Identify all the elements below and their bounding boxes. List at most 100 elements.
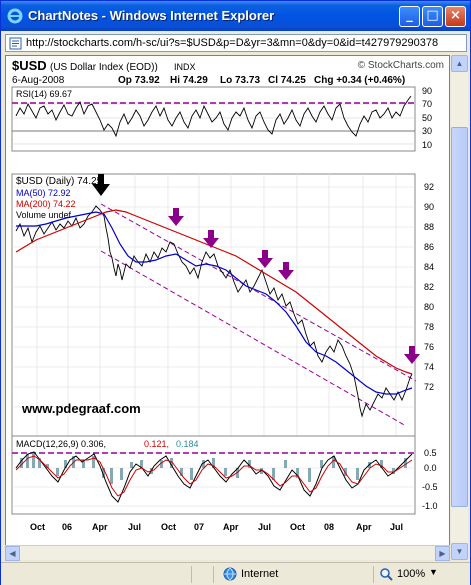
- price-tick: 72: [424, 382, 434, 392]
- vertical-scrollbar[interactable]: ▲ ▼: [451, 55, 468, 560]
- x-tick: Jul: [390, 522, 403, 532]
- rsi-tick: 70: [422, 99, 432, 109]
- chart-date: 6-Aug-2008: [12, 75, 65, 86]
- macd-hist-label: 0.184: [176, 439, 199, 449]
- macd-label: MACD(12,26,9) 0.306,: [16, 439, 106, 449]
- price-line: [15, 205, 413, 418]
- x-tick: 07: [194, 522, 204, 532]
- x-axis-lower: Oct 06 Apr Jul Oct 07 Apr Jul Oct 08 Apr…: [30, 522, 403, 532]
- scroll-right-button[interactable]: ▶: [435, 546, 450, 561]
- rsi-y-axis: 90 70 50 30 10: [422, 86, 432, 150]
- macd-y-axis: 0.5 0.0 -0.5 -1.0: [422, 448, 438, 511]
- macd-signal-label: 0.121,: [144, 439, 169, 449]
- chart-exchange: INDX: [174, 62, 196, 72]
- macd-signal-line: [15, 455, 413, 497]
- x-tick: Apr: [223, 522, 239, 532]
- scroll-down-button[interactable]: ▼: [451, 543, 468, 560]
- rsi-tick: 30: [422, 126, 432, 136]
- close-button[interactable]: ×: [445, 6, 466, 27]
- rsi-label: RSI(14) 69.67: [16, 89, 72, 99]
- price-tick: 90: [424, 202, 434, 212]
- macd-histogram: [20, 452, 407, 484]
- chart-close: Cl 74.25: [268, 75, 306, 86]
- ie-logo-icon: [7, 8, 23, 24]
- channel-lower-line: [100, 250, 407, 427]
- status-bar: Internet 100% ▼: [1, 562, 470, 585]
- zoom-dropdown-icon[interactable]: ▼: [429, 567, 438, 577]
- chart-name: (US Dollar Index (EOD)): [50, 62, 158, 73]
- price-tick: 78: [424, 322, 434, 332]
- chart-credit: © StockCharts.com: [358, 60, 444, 71]
- channel-upper-line: [100, 203, 417, 382]
- maximize-button[interactable]: □: [422, 6, 443, 27]
- horizontal-scrollbar[interactable]: ◀ ▶: [5, 545, 450, 561]
- ma200-line: [15, 209, 413, 375]
- scroll-up-button[interactable]: ▲: [451, 55, 468, 72]
- price-label: $USD (Daily) 74.25: [16, 176, 103, 187]
- macd-tick: 0.5: [424, 448, 437, 458]
- title-bar[interactable]: ChartNotes - Windows Internet Explorer _…: [1, 1, 470, 31]
- security-zone: Internet: [241, 568, 279, 580]
- price-tick: 84: [424, 262, 434, 272]
- x-tick: Oct: [161, 522, 176, 532]
- zoom-level[interactable]: 100%: [397, 568, 426, 580]
- ma50-label: MA(50) 72.92: [16, 188, 71, 198]
- macd-tick: -1.0: [422, 501, 438, 511]
- status-divider: [213, 566, 214, 583]
- chart-change: Chg +0.34 (+0.46%): [314, 75, 405, 86]
- x-tick: Jul: [258, 522, 271, 532]
- price-tick: 74: [424, 362, 434, 372]
- macd-tick: -0.5: [422, 482, 438, 492]
- page-icon: [9, 37, 22, 50]
- rsi-line: [15, 95, 412, 138]
- purple-arrow-icon: [168, 208, 184, 226]
- address-url[interactable]: http://stockcharts.com/h-sc/ui?s=$USD&p=…: [26, 37, 439, 49]
- price-y-axis: 92 90 88 86 84 82 80 78 76 74 72: [424, 182, 434, 392]
- x-tick: Jul: [128, 522, 141, 532]
- chart-low: Lo 73.73: [220, 75, 260, 86]
- scrollbar-thumb[interactable]: [451, 127, 468, 507]
- purple-arrow-icon: [278, 262, 294, 280]
- price-tick: 86: [424, 242, 434, 252]
- x-tick: 08: [324, 522, 334, 532]
- address-bar[interactable]: http://stockcharts.com/h-sc/ui?s=$USD&p=…: [5, 34, 467, 52]
- status-divider: [191, 566, 192, 583]
- macd-line: [15, 451, 413, 503]
- window-title: ChartNotes - Windows Internet Explorer: [28, 8, 275, 23]
- watermark: www.pdegraaf.com: [21, 401, 141, 416]
- x-tick: Apr: [92, 522, 108, 532]
- purple-arrow-icon: [257, 250, 273, 268]
- price-tick: 76: [424, 342, 434, 352]
- rsi-tick: 90: [422, 86, 432, 96]
- stock-chart: $USD (US Dollar Index (EOD)) INDX © Stoc…: [11, 58, 444, 532]
- purple-arrow-icon: [203, 230, 219, 248]
- chart-open: Op 73.92: [118, 75, 160, 86]
- rsi-tick: 50: [422, 113, 432, 123]
- price-tick: 82: [424, 282, 434, 292]
- page-content: $USD (US Dollar Index (EOD)) INDX © Stoc…: [5, 55, 450, 560]
- price-tick: 80: [424, 302, 434, 312]
- status-divider: [373, 566, 374, 583]
- x-tick: Oct: [30, 522, 45, 532]
- ma200-label: MA(200) 74.22: [16, 199, 76, 209]
- volume-label: Volume undef: [16, 210, 72, 220]
- chart-high: Hi 74.29: [170, 75, 208, 86]
- minimize-button[interactable]: _: [399, 6, 420, 27]
- chart-symbol: $USD: [12, 58, 47, 73]
- black-arrow-icon: [92, 174, 110, 196]
- purple-arrow-icon: [404, 346, 420, 364]
- scroll-left-button[interactable]: ◀: [5, 546, 20, 561]
- price-tick: 92: [424, 182, 434, 192]
- magnifier-icon[interactable]: [379, 567, 393, 581]
- globe-icon: [223, 567, 237, 581]
- rsi-panel: [11, 86, 416, 152]
- x-tick: Oct: [290, 522, 305, 532]
- x-tick: 06: [62, 522, 72, 532]
- price-tick: 88: [424, 222, 434, 232]
- x-tick: Apr: [356, 522, 372, 532]
- macd-panel: [11, 435, 416, 515]
- rsi-tick: 10: [422, 140, 432, 150]
- ma50-line: [16, 211, 413, 395]
- macd-tick: 0.0: [424, 463, 437, 473]
